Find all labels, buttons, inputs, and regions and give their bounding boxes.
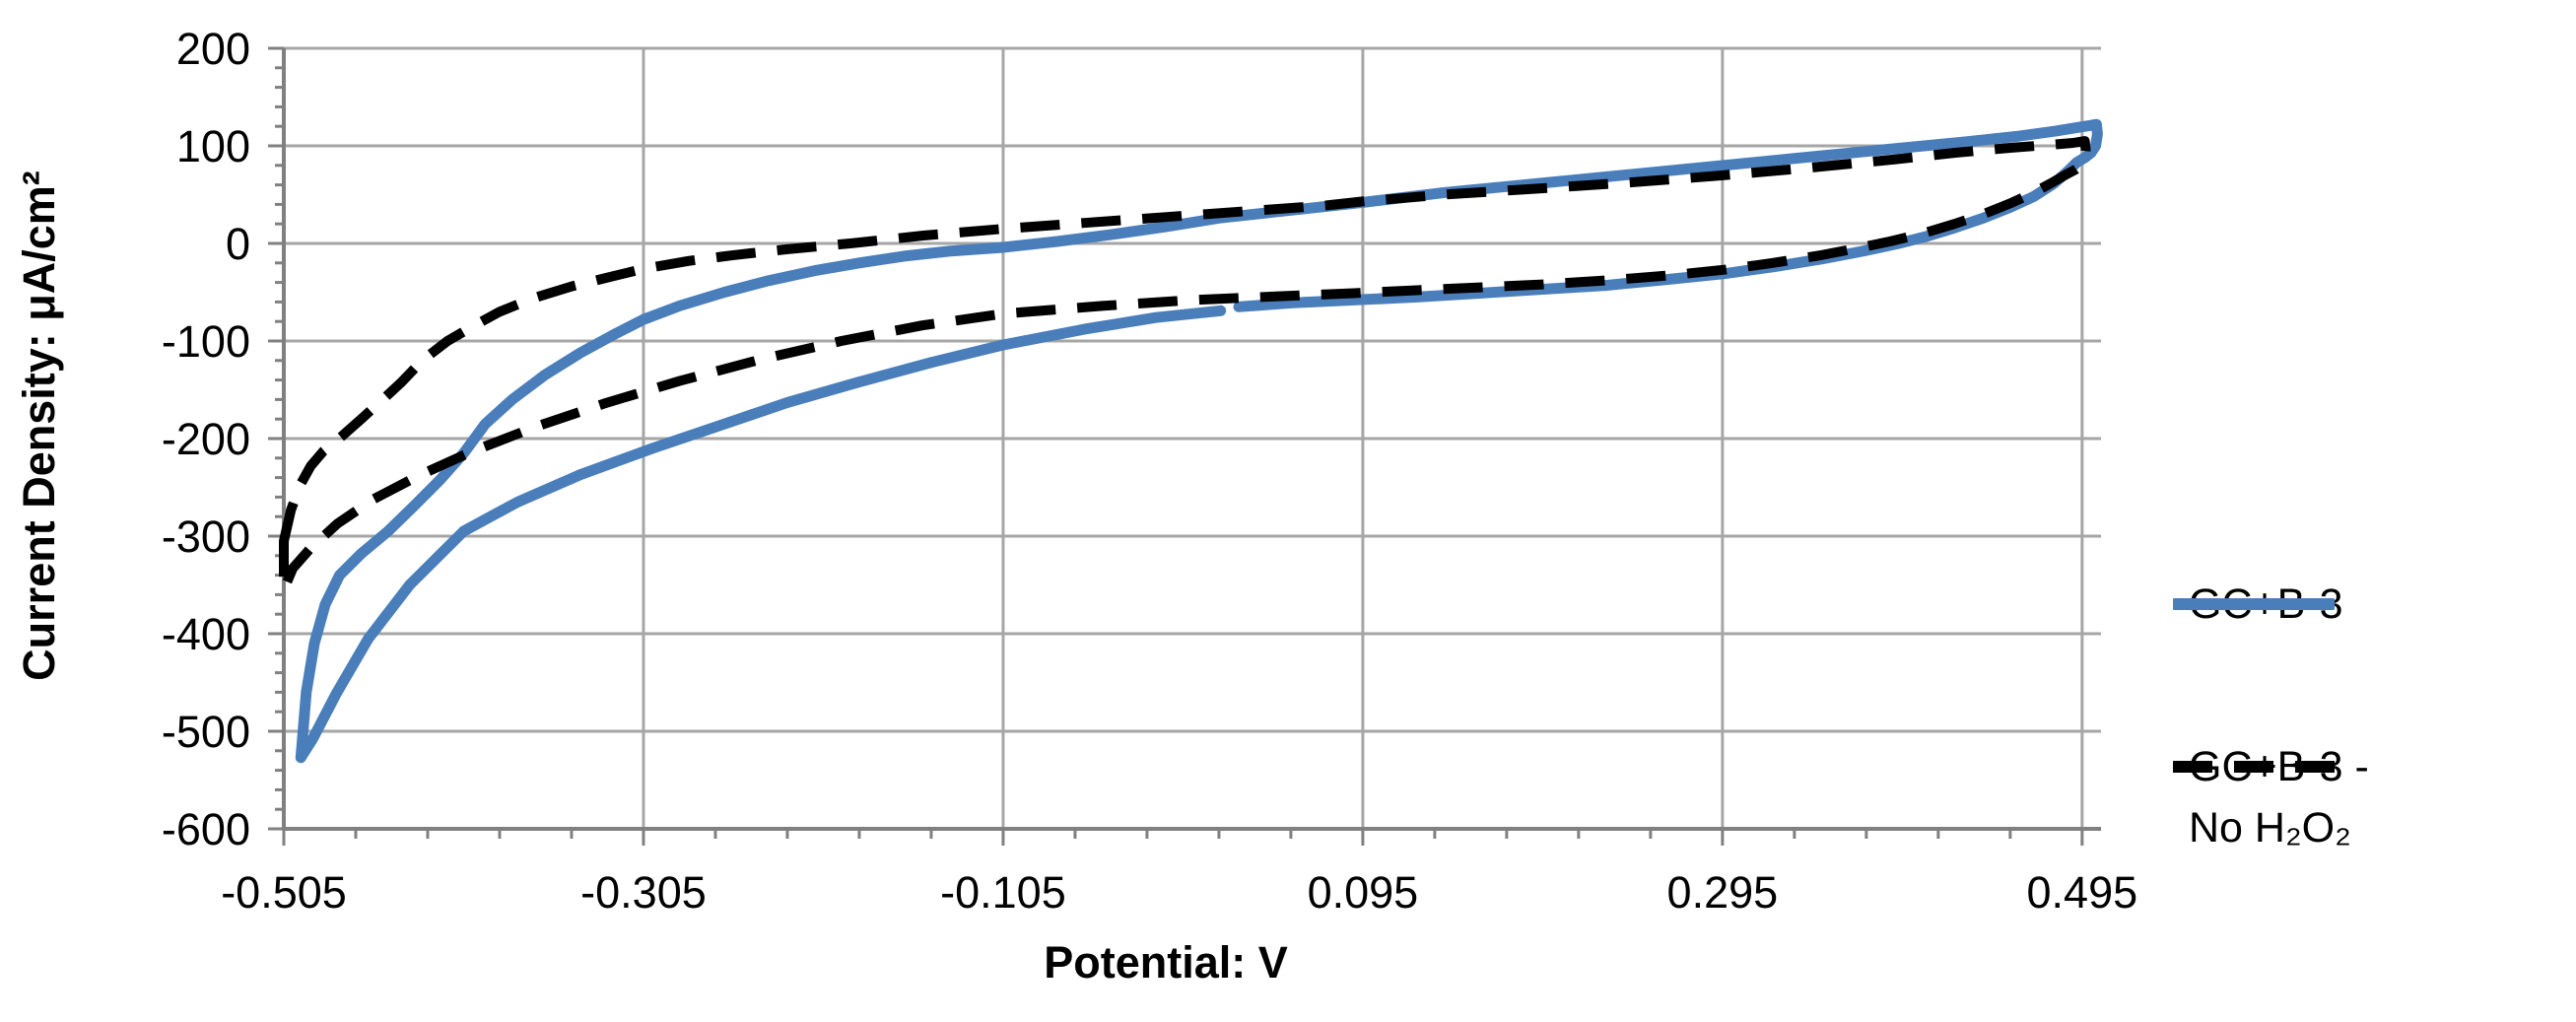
legend-swatch-solid-line [2173, 598, 2335, 610]
series-line-gc-b-3[interactable] [295, 118, 2103, 764]
legend-swatch-dashed-line [2173, 761, 2335, 773]
legend-label: GC+B-3 - No H₂O₂ [2189, 736, 2369, 858]
x-tick-label: -0.105 [940, 867, 1066, 918]
y-tick-label: -500 [162, 707, 250, 757]
y-tick-label: -600 [162, 804, 250, 854]
legend-label-line2: No H₂O₂ [2189, 804, 2351, 852]
y-tick-label: -100 [162, 316, 250, 367]
y-tick-label: -300 [162, 511, 250, 562]
y-axis-title: Current Density: μA/cm² [14, 170, 64, 681]
x-tick-label: 0.095 [1308, 867, 1419, 918]
y-tick-label: -200 [162, 414, 250, 464]
legend-item-gc-b-3[interactable]: GC+B-3 [2173, 574, 2343, 635]
x-tick-label: -0.305 [580, 867, 707, 918]
y-tick-label: 0 [226, 219, 250, 269]
x-tick-label: 0.295 [1667, 867, 1779, 918]
y-tick-label: 200 [176, 24, 250, 74]
legend-label-line1: GC+B-3 - [2189, 743, 2369, 790]
legend-item-gc-b-3-no-h2o2[interactable]: GC+B-3 - No H₂O₂ [2173, 736, 2369, 858]
x-axis-title: Potential: V [1044, 937, 1288, 988]
x-tick-label: -0.505 [221, 867, 347, 918]
y-tick-label: 100 [176, 121, 250, 171]
x-tick-label: 0.495 [2027, 867, 2138, 918]
series-line-gc-b-3-no-h-o-[interactable] [279, 136, 2091, 595]
y-tick-label: -400 [162, 609, 250, 659]
